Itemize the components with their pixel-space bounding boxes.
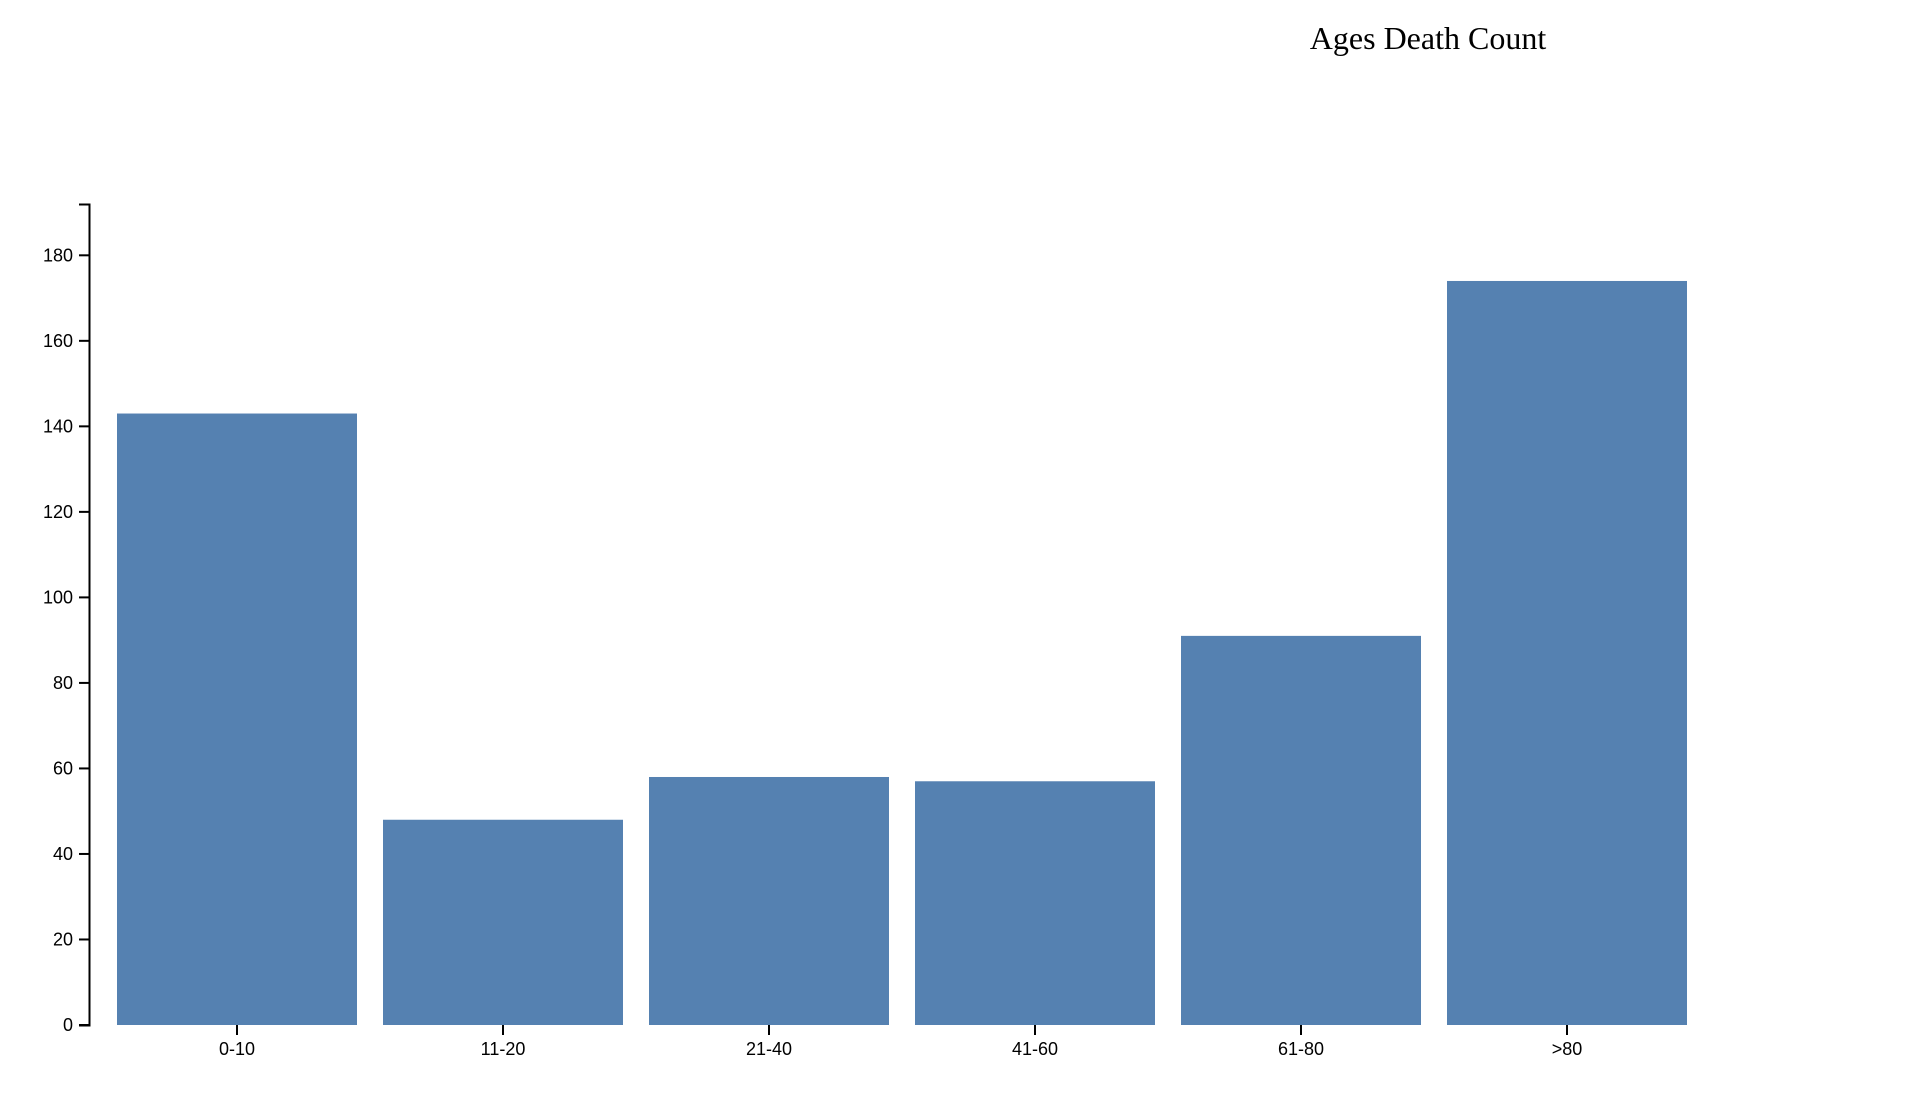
x-tick-label-5: >80 [1552,1039,1583,1059]
y-tick-label-1: 20 [53,929,73,949]
y-tick-label-9: 180 [43,245,73,265]
y-tick-label-7: 140 [43,416,73,436]
bar-1 [383,819,623,1025]
x-axis: 0-10 11-20 21-40 41-60 61-80 >80 [219,1025,1582,1059]
x-tick-label-0: 0-10 [219,1039,255,1059]
y-tick-label-0: 0 [63,1015,73,1035]
y-tick-label-2: 40 [53,844,73,864]
bar-5 [1447,280,1687,1025]
y-tick-label-6: 120 [43,502,73,522]
y-tick-label-4: 80 [53,673,73,693]
y-tick-label-5: 100 [43,587,73,607]
chart-title: Ages Death Count [1309,20,1547,56]
bar-0 [117,413,357,1026]
x-tick-label-4: 61-80 [1278,1039,1324,1059]
y-tick-label-3: 60 [53,758,73,778]
x-tick-label-3: 41-60 [1012,1039,1058,1059]
bar-2 [649,776,889,1025]
y-tick-label-8: 160 [43,331,73,351]
bar-4 [1181,635,1421,1025]
bars-group [117,280,1687,1026]
y-axis-line [79,203,91,1027]
bar-3 [915,781,1155,1025]
x-tick-label-1: 11-20 [481,1039,526,1059]
y-axis: 0 20 40 60 80 100 120 140 160 180 [43,203,91,1035]
x-tick-label-2: 21-40 [746,1039,792,1059]
